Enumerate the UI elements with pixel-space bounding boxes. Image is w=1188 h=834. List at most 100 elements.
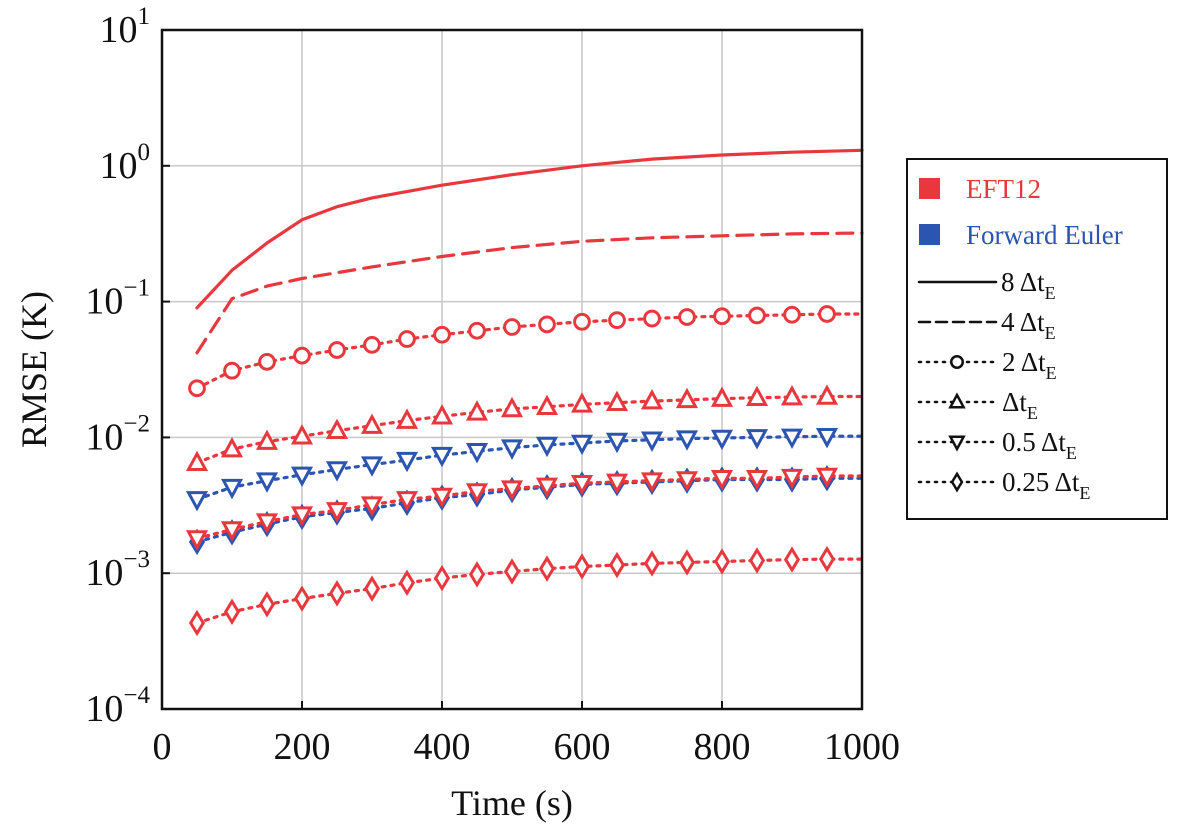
series-0 xyxy=(195,148,864,310)
data-point xyxy=(290,424,314,445)
series-line xyxy=(195,231,864,355)
data-point xyxy=(258,352,276,371)
legend-step-sub: E xyxy=(1045,323,1056,343)
y-tick-exponent: −1 xyxy=(123,275,150,302)
data-point xyxy=(468,321,486,340)
data-point xyxy=(220,436,244,458)
series-6 xyxy=(185,467,864,551)
x-tick-label: 800 xyxy=(694,726,751,768)
data-point xyxy=(433,325,451,344)
legend-step-main: 2 Δt xyxy=(1002,347,1046,377)
data-point xyxy=(430,404,454,425)
data-point xyxy=(713,548,731,575)
data-point xyxy=(608,311,626,330)
x-tick-label: 600 xyxy=(554,726,611,768)
legend-step-sub: E xyxy=(1066,443,1077,463)
plot-frame xyxy=(160,28,864,711)
data-point xyxy=(255,513,279,534)
data-point xyxy=(503,558,521,585)
legend-step-main: 8 Δt xyxy=(1001,267,1045,297)
legend-method-label: EFT12 xyxy=(966,174,1041,204)
x-tick-label: 200 xyxy=(274,726,331,768)
data-point xyxy=(433,564,451,592)
data-point xyxy=(573,553,591,580)
legend-step-label: 2 ΔtE xyxy=(1002,347,1057,383)
data-point xyxy=(818,545,836,573)
data-point xyxy=(363,336,381,354)
data-point xyxy=(188,379,206,398)
legend-marker xyxy=(950,471,964,493)
data-point xyxy=(605,390,629,411)
data-point xyxy=(573,312,591,331)
x-axis-title: Time (s) xyxy=(451,783,573,823)
legend-step-main: Δt xyxy=(1002,387,1027,417)
data-point xyxy=(220,478,244,500)
data-point xyxy=(748,306,766,325)
data-point xyxy=(678,549,696,576)
legend-step-label: 8 ΔtE xyxy=(1001,267,1056,303)
y-tick-exponent: 0 xyxy=(138,139,151,166)
data-point xyxy=(780,384,804,406)
data-point xyxy=(395,408,419,429)
y-tick-base: 10 xyxy=(100,9,138,51)
x-tick-labels: 0 200 400 600 800 1000 xyxy=(153,726,901,768)
series-7 xyxy=(188,545,864,637)
legend-step-main: 0.5 Δt xyxy=(1002,427,1066,457)
data-point xyxy=(643,550,661,577)
data-point xyxy=(430,446,454,468)
data-point xyxy=(710,386,734,407)
data-point xyxy=(258,591,276,618)
data-point xyxy=(815,467,839,489)
legend-step-sub: E xyxy=(1079,483,1090,503)
series-4 xyxy=(185,427,864,512)
data-point xyxy=(465,400,489,421)
data-point xyxy=(535,436,559,458)
series-line xyxy=(195,148,864,310)
y-tick-base: 10 xyxy=(85,552,123,594)
data-point xyxy=(360,413,384,434)
data-point xyxy=(185,450,209,472)
data-point xyxy=(328,341,346,359)
data-point xyxy=(468,561,486,588)
data-point xyxy=(745,429,769,450)
data-point xyxy=(188,609,206,637)
y-tick-base: 10 xyxy=(85,688,123,730)
data-point xyxy=(293,585,311,612)
data-point xyxy=(640,431,664,452)
data-point xyxy=(223,361,241,380)
data-point xyxy=(185,530,209,551)
data-point xyxy=(538,315,556,334)
data-point xyxy=(780,428,804,449)
y-tick-label: 101 xyxy=(100,3,151,51)
data-point xyxy=(395,491,419,512)
data-point xyxy=(255,472,279,493)
data-point xyxy=(710,470,734,491)
legend-step-label: 0.25 ΔtE xyxy=(1002,467,1090,503)
data-point xyxy=(503,318,521,336)
data-point xyxy=(325,502,349,523)
legend-step-sub: E xyxy=(1045,283,1056,303)
y-tick-label: 100 xyxy=(100,139,151,187)
legend-step-main: 4 Δt xyxy=(1001,307,1045,337)
y-tick-exponent: −3 xyxy=(123,546,150,573)
data-point xyxy=(325,418,349,439)
data-point xyxy=(293,346,311,365)
data-point xyxy=(643,309,661,328)
y-tick-exponent: −4 xyxy=(123,682,150,709)
data-point xyxy=(430,487,454,509)
data-point xyxy=(363,575,381,602)
data-point xyxy=(223,598,241,626)
data-point xyxy=(710,429,734,451)
legend-step-label: 0.5 ΔtE xyxy=(1002,427,1077,463)
data-point xyxy=(535,394,559,416)
data-point xyxy=(605,473,629,495)
y-tick-base: 10 xyxy=(100,145,138,187)
data-point xyxy=(398,330,416,348)
data-point xyxy=(398,569,416,597)
legend-swatch xyxy=(919,224,940,245)
data-point xyxy=(535,477,559,498)
data-point xyxy=(783,546,801,573)
legend-marker xyxy=(948,392,966,409)
legend-step-label: 4 ΔtE xyxy=(1001,307,1056,343)
